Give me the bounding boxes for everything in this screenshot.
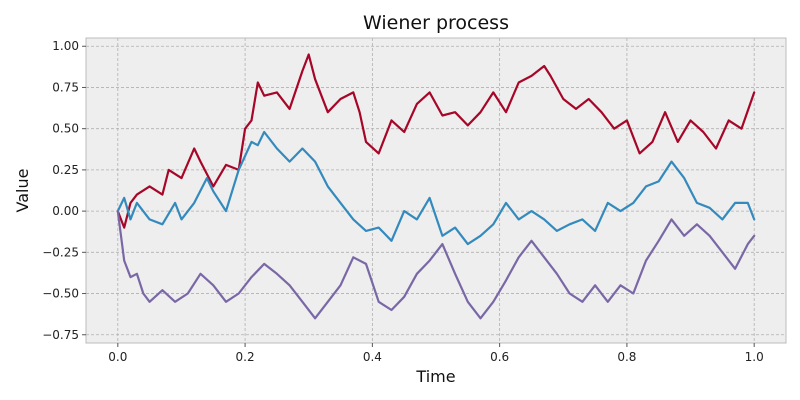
y-axis-label: Value — [13, 169, 32, 213]
x-tick-label: 0.2 — [236, 350, 255, 364]
y-tick-label: 0.50 — [52, 122, 79, 136]
plot-border — [85, 37, 787, 344]
y-axis-ticks: 1.00 0.75 0.50 0.25 0.00 −0.25 −0.50 −0.75 — [42, 39, 86, 342]
plot-background — [86, 38, 786, 343]
chart-title: Wiener process — [363, 12, 509, 34]
x-tick-label: 0.0 — [108, 350, 127, 364]
x-tick-label: 0.6 — [490, 350, 509, 364]
y-tick-label: −0.25 — [42, 245, 79, 259]
y-tick-label: −0.50 — [42, 287, 79, 301]
x-axis-ticks: 0.0 0.2 0.4 0.6 0.8 1.0 — [108, 343, 764, 364]
series-line-1 — [116, 53, 756, 229]
series-lines — [116, 53, 756, 320]
grid — [86, 38, 786, 343]
y-tick-label: 0.00 — [52, 204, 79, 218]
x-tick-label: 0.4 — [363, 350, 382, 364]
x-tick-label: 0.8 — [617, 350, 636, 364]
y-tick-label: 1.00 — [52, 39, 79, 53]
series-line-3 — [116, 210, 756, 320]
x-axis-label: Time — [415, 367, 455, 386]
y-tick-label: −0.75 — [42, 328, 79, 342]
x-tick-label: 1.0 — [745, 350, 764, 364]
y-tick-label: 0.25 — [52, 163, 79, 177]
y-tick-label: 0.75 — [52, 80, 79, 94]
series-line-2 — [116, 130, 756, 246]
